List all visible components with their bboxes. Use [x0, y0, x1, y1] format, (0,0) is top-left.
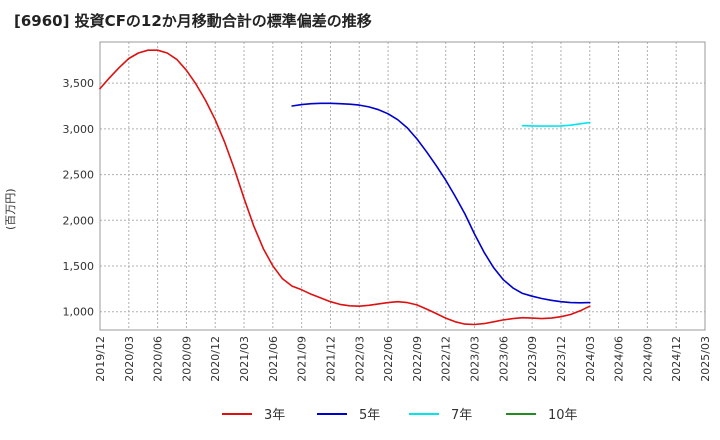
x-tick-label: 2023/03	[469, 336, 482, 382]
x-tick-label: 2020/03	[123, 336, 136, 382]
x-axis-ticks: 2019/12 2020/03 2020/06 2020/09 2020/12 2021/…	[94, 336, 712, 382]
x-tick-label: 2024/06	[613, 336, 626, 382]
gridlines	[99, 42, 706, 330]
x-tick-label: 2021/12	[324, 336, 337, 382]
y-tick-label: 1,000	[63, 306, 95, 319]
y-tick-label: 1,500	[63, 260, 95, 273]
x-tick-label: 2024/12	[670, 336, 683, 382]
x-tick-label: 2020/06	[152, 336, 165, 382]
series-line	[291, 102, 591, 304]
x-tick-label: 2023/06	[497, 336, 510, 382]
x-tick-label: 2022/06	[382, 336, 395, 382]
series-lines	[99, 49, 591, 326]
x-tick-label: 2023/12	[555, 336, 568, 382]
x-tick-label: 2021/06	[267, 336, 280, 382]
legend-label: 5年	[359, 408, 380, 423]
x-tick-label: 2022/09	[411, 336, 424, 382]
y-tick-label: 3,500	[63, 77, 95, 90]
x-tick-label: 2022/03	[353, 336, 366, 382]
x-tick-label: 2019/12	[94, 336, 107, 382]
x-tick-label: 2024/03	[584, 336, 597, 382]
plot-area-frame	[99, 41, 706, 331]
x-tick-label: 2021/09	[296, 336, 309, 382]
x-tick-label: 2020/12	[209, 336, 222, 382]
x-tick-label: 2023/09	[526, 336, 539, 382]
x-tick-label: 2024/09	[641, 336, 654, 382]
x-tick-label: 2021/03	[238, 336, 251, 382]
legend-label: 3年	[264, 408, 285, 423]
y-tick-label: 2,000	[63, 214, 95, 227]
series-line	[521, 121, 591, 127]
legend: 3年 5年 7年 10年	[222, 408, 578, 423]
chart-title: [6960] 投資CFの12か月移動合計の標準偏差の推移	[14, 12, 372, 30]
x-tick-label: 2025/03	[699, 336, 712, 382]
legend-label: 7年	[451, 408, 472, 423]
x-tick-label: 2022/12	[440, 336, 453, 382]
legend-label: 10年	[548, 408, 578, 423]
y-axis-ticks: 1,000 1,500 2,000 2,500 3,000 3,500	[63, 77, 95, 319]
x-tick-label: 2020/09	[180, 336, 193, 382]
y-tick-label: 3,000	[63, 123, 95, 136]
series-line	[99, 49, 591, 326]
y-tick-label: 2,500	[63, 169, 95, 182]
